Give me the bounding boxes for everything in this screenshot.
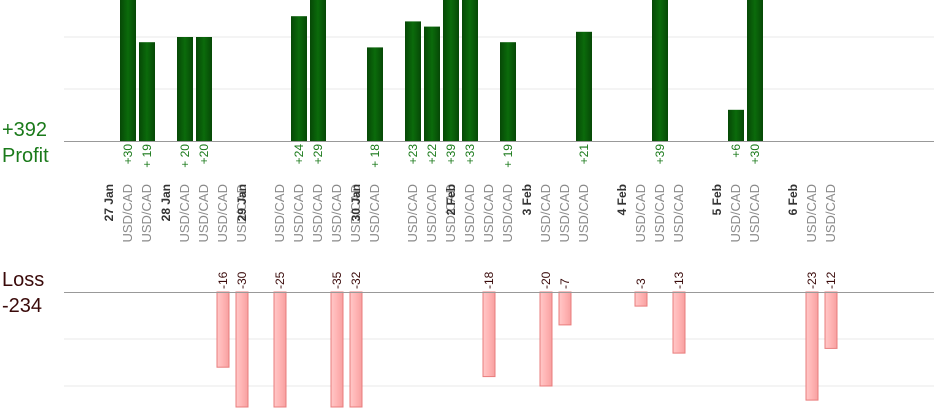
instrument-label-11: USD/CAD — [367, 184, 382, 243]
profit-value-label-13: +22 — [425, 144, 439, 165]
profit-bar-24 — [728, 109, 744, 141]
instrument-label-6: USD/CAD — [272, 184, 287, 243]
instrument-label-7: USD/CAD — [291, 184, 306, 243]
profit-bar-2 — [177, 37, 193, 141]
instrument-label-21: USD/CAD — [633, 184, 648, 243]
profit-bar-15 — [462, 0, 478, 141]
instrument-label-19: USD/CAD — [557, 184, 572, 243]
profit-value-label-24: +6 — [729, 144, 743, 158]
profit-bar-14 — [443, 0, 459, 141]
loss-bar-6 — [273, 291, 287, 408]
instrument-label-16: USD/CAD — [481, 184, 496, 243]
instrument-label-26: USD/CAD — [804, 184, 819, 243]
instrument-label-0: USD/CAD — [120, 184, 135, 243]
profit-bar-7 — [291, 16, 307, 142]
profit-value-label-17: + 19 — [501, 144, 515, 168]
profit-value-label-2: + 20 — [178, 144, 192, 168]
loss-value-label-26: -23 — [805, 271, 819, 289]
profit-bar-8 — [310, 0, 326, 141]
loss-value-label-16: -18 — [482, 271, 496, 289]
profit-value-label-12: +23 — [406, 144, 420, 165]
instrument-label-13: USD/CAD — [424, 184, 439, 243]
loss-value-label-10: -32 — [349, 271, 363, 289]
loss-bar-21 — [634, 291, 648, 307]
loss-value-label-19: -7 — [558, 278, 572, 289]
profit-label: Profit — [2, 145, 49, 167]
date-label-8: 6 Feb — [786, 184, 800, 215]
profit-value-label-25: +30 — [748, 144, 762, 165]
profit-value-label-11: + 18 — [368, 144, 382, 168]
loss-value-label-18: -20 — [539, 271, 553, 289]
date-label-4: 2 Feb — [444, 184, 458, 215]
date-label-6: 4 Feb — [615, 184, 629, 215]
profit-value-label-1: + 19 — [140, 144, 154, 168]
profit-bar-17 — [500, 42, 516, 142]
profit-value-label-8: +29 — [311, 144, 325, 165]
instrument-label-4: USD/CAD — [215, 184, 230, 243]
date-label-2: 29 Jan — [235, 184, 249, 221]
instrument-label-5: USD/CAD — [234, 184, 249, 243]
instrument-label-12: USD/CAD — [405, 184, 420, 243]
instrument-label-8: USD/CAD — [310, 184, 325, 243]
profit-bar-25 — [747, 0, 763, 141]
profit-bar-22 — [652, 0, 668, 141]
instrument-label-2: USD/CAD — [177, 184, 192, 243]
loss-total: -234 — [2, 295, 43, 317]
instrument-label-15: USD/CAD — [462, 184, 477, 243]
profit-value-label-15: +33 — [463, 144, 477, 165]
loss-bar-26 — [805, 291, 819, 401]
instrument-label-23: USD/CAD — [671, 184, 686, 243]
loss-value-label-23: -13 — [672, 271, 686, 289]
loss-value-label-21: -3 — [634, 278, 648, 289]
profit-value-label-7: +24 — [292, 144, 306, 165]
loss-value-label-5: -30 — [235, 271, 249, 289]
loss-bar-16 — [482, 291, 496, 378]
profit-value-label-22: +39 — [653, 144, 667, 165]
instrument-label-10: USD/CAD — [348, 184, 363, 243]
instrument-label-3: USD/CAD — [196, 184, 211, 243]
loss-value-label-4: -16 — [216, 271, 230, 289]
profit-total: +392 — [2, 119, 48, 141]
loss-bar-27 — [824, 291, 838, 349]
loss-value-label-9: -35 — [330, 271, 344, 289]
loss-bar-23 — [672, 291, 686, 354]
profit-value-label-0: +30 — [121, 144, 135, 165]
profit-value-label-20: +21 — [577, 144, 591, 165]
instrument-label-25: USD/CAD — [747, 184, 762, 243]
date-label-7: 5 Feb — [710, 184, 724, 215]
instrument-label-20: USD/CAD — [576, 184, 591, 243]
profit-bar-12 — [405, 21, 421, 141]
profit-bar-13 — [424, 26, 440, 142]
loss-bar-19 — [558, 291, 572, 326]
loss-bar-4 — [216, 291, 230, 368]
loss-bar-5 — [235, 291, 249, 408]
profit-value-label-3: +20 — [197, 144, 211, 165]
instrument-label-27: USD/CAD — [823, 184, 838, 243]
loss-label: Loss — [2, 269, 45, 291]
date-label-3: 30 Jan — [349, 184, 363, 221]
instrument-label-17: USD/CAD — [500, 184, 515, 243]
profit-bar-3 — [196, 37, 212, 141]
date-label-0: 27 Jan — [102, 184, 116, 221]
instrument-label-9: USD/CAD — [329, 184, 344, 243]
profit-bar-0 — [120, 0, 136, 141]
date-label-1: 28 Jan — [159, 184, 173, 221]
loss-bar-9 — [330, 291, 344, 408]
loss-bar-18 — [539, 291, 553, 387]
instrument-label-24: USD/CAD — [728, 184, 743, 243]
loss-value-label-6: -25 — [273, 271, 287, 289]
profit-bar-1 — [139, 42, 155, 142]
profit-bar-20 — [576, 31, 592, 141]
instrument-label-18: USD/CAD — [538, 184, 553, 243]
instrument-label-1: USD/CAD — [139, 184, 154, 243]
date-label-5: 3 Feb — [520, 184, 534, 215]
profit-value-label-14: +39 — [444, 144, 458, 165]
instrument-label-14: USD/CAD — [443, 184, 458, 243]
profit-bar-11 — [367, 47, 383, 141]
loss-value-label-27: -12 — [824, 271, 838, 289]
instrument-label-22: USD/CAD — [652, 184, 667, 243]
loss-bar-10 — [349, 291, 363, 408]
